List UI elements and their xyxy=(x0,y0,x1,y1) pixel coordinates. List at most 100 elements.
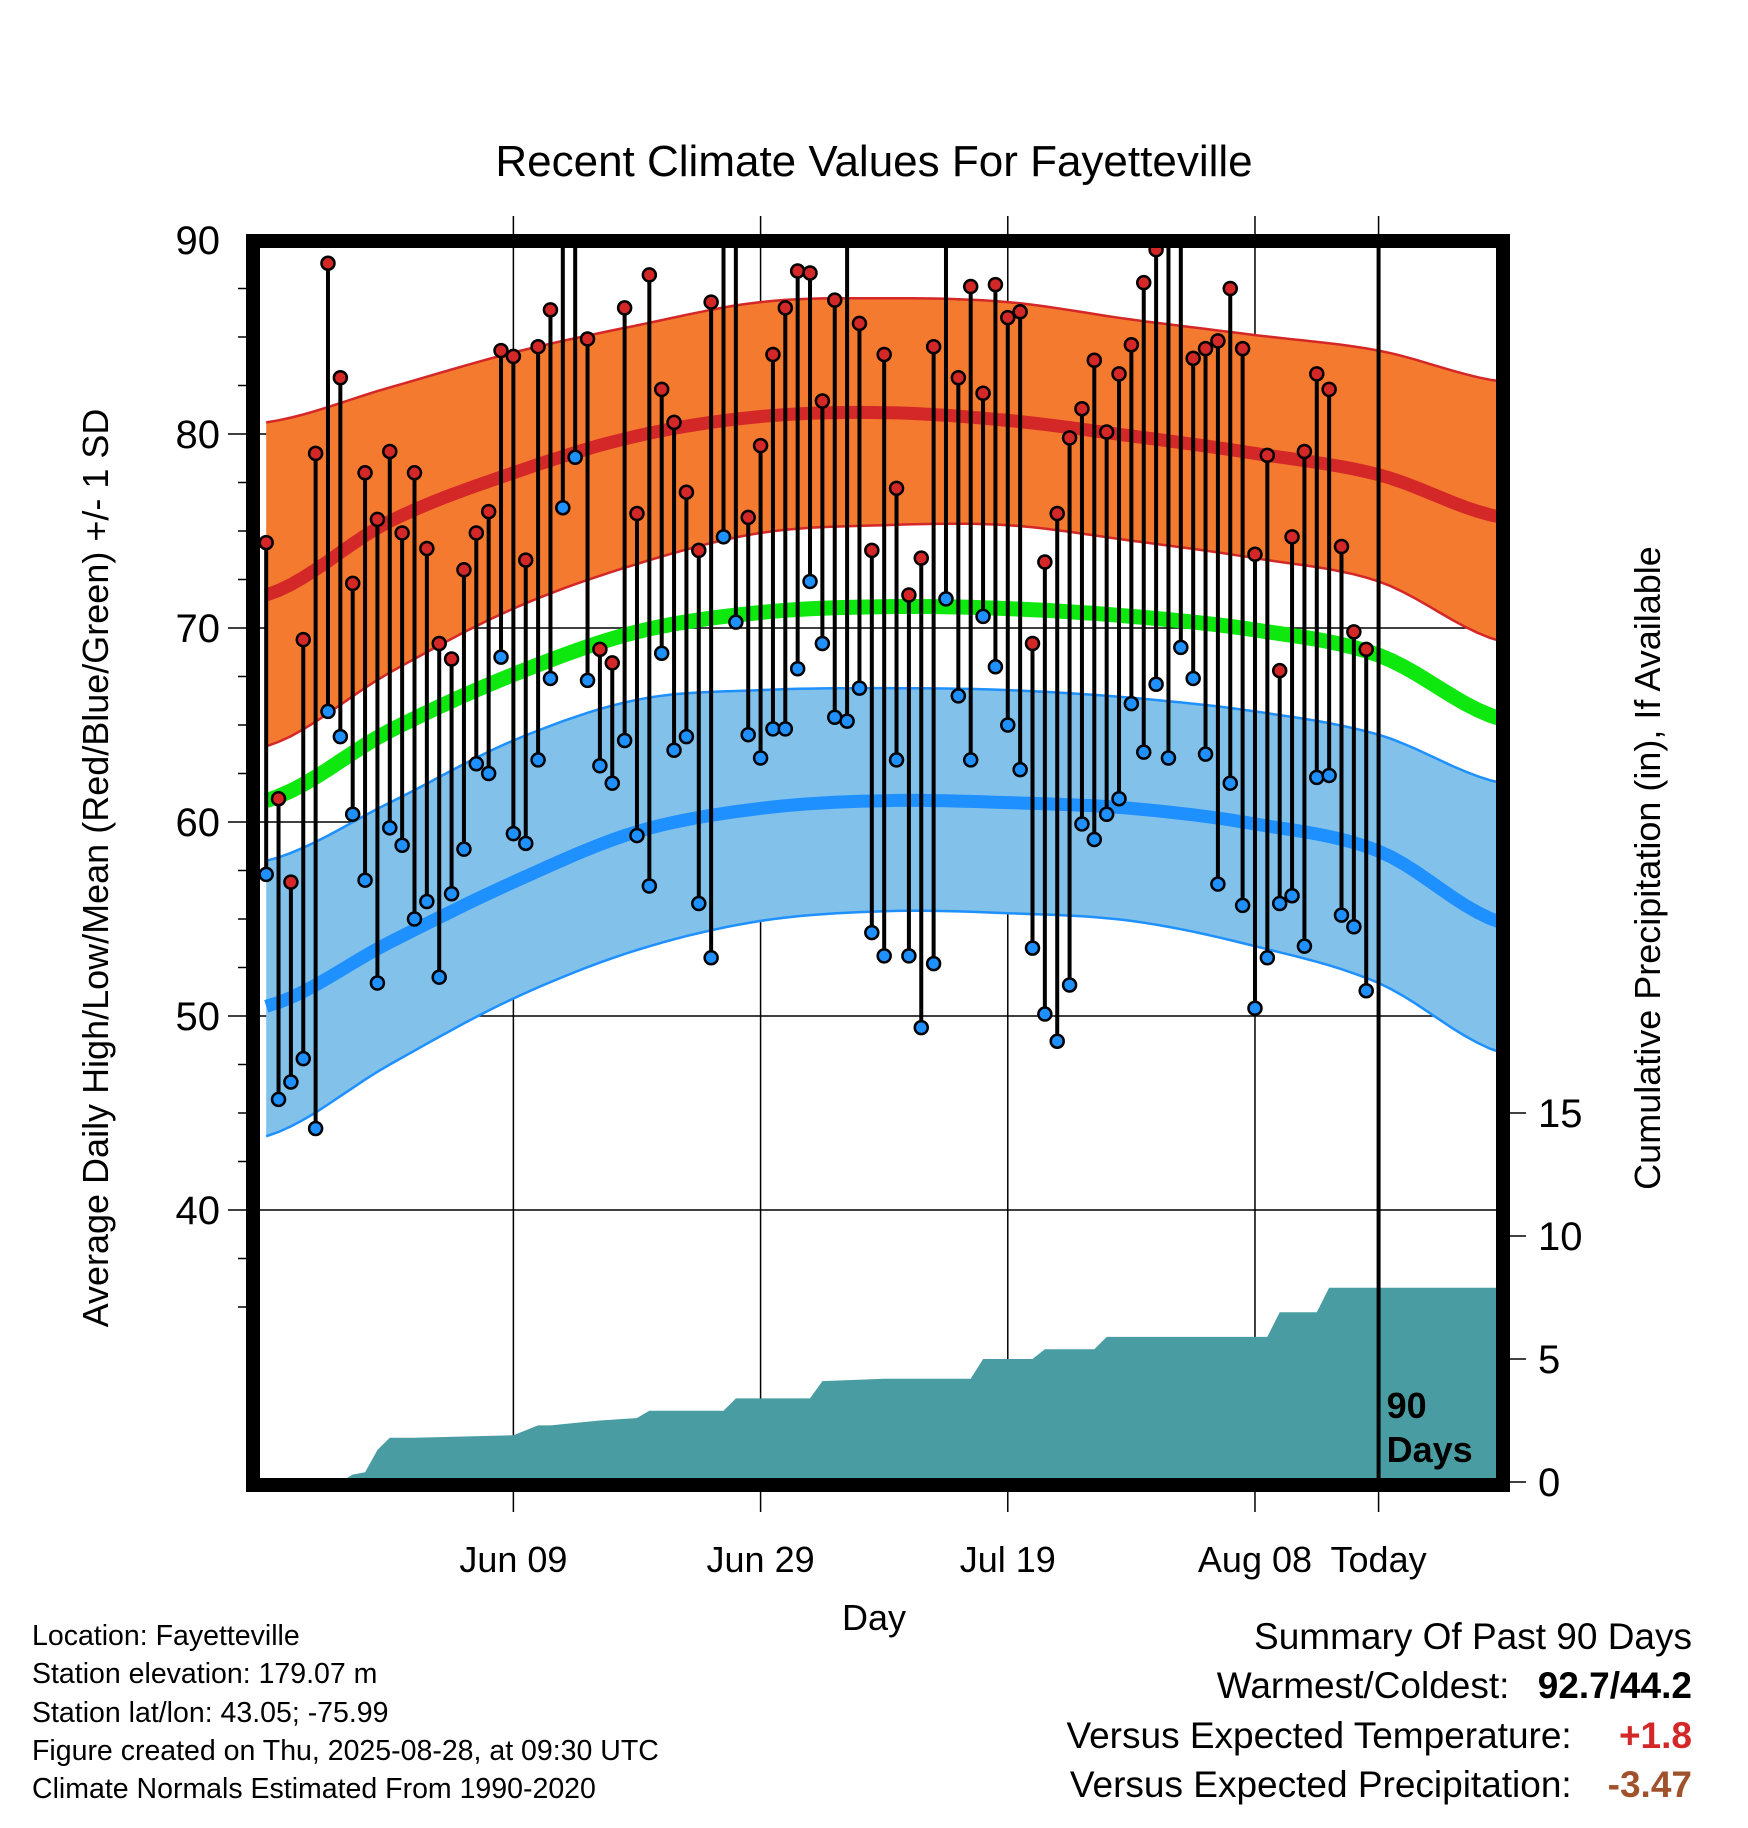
daily-high-point xyxy=(569,187,582,200)
daily-low-point xyxy=(777,721,794,737)
daily-low-point xyxy=(765,721,781,737)
daily-low-point xyxy=(925,955,942,972)
daily-high-point xyxy=(592,641,608,658)
y2-tick-label: 0 xyxy=(1538,1461,1560,1505)
daily-high-point xyxy=(826,292,843,308)
daily-low-point xyxy=(802,573,818,590)
daily-low-point xyxy=(1296,938,1313,954)
daily-low-point xyxy=(493,649,509,665)
daily-low-point xyxy=(1309,769,1325,786)
daily-low-point xyxy=(1234,897,1251,914)
daily-high-point xyxy=(1012,304,1028,320)
daily-low-point xyxy=(1012,761,1028,778)
daily-high-point xyxy=(505,348,522,365)
daily-low-point xyxy=(332,728,349,745)
daily-low-point xyxy=(1346,919,1362,935)
daily-low-point xyxy=(382,820,398,836)
daily-high-point xyxy=(332,369,349,386)
normal-low-band xyxy=(266,688,1496,1137)
y-tick-label: 50 xyxy=(176,995,221,1039)
daily-low-point xyxy=(604,775,621,791)
daily-high-point xyxy=(1024,635,1041,652)
daily-low-point xyxy=(715,529,732,545)
daily-high-point xyxy=(480,503,497,520)
temp-anomaly-value: +1.8 xyxy=(1618,1714,1692,1756)
normal-high-plus-sd-line xyxy=(265,296,1496,424)
daily-high-point xyxy=(925,338,942,355)
daily-low-point xyxy=(530,752,546,768)
daily-high-point xyxy=(1111,366,1127,382)
daily-low-point xyxy=(1111,790,1127,807)
precipitation-area xyxy=(266,1287,1496,1478)
daily-high-point xyxy=(517,552,534,568)
daily-high-point xyxy=(740,509,756,526)
daily-low-point xyxy=(270,1091,287,1108)
elevation-text: Station elevation: 179.07 m xyxy=(32,1658,378,1691)
daily-low-point xyxy=(1098,806,1115,822)
daily-low-point xyxy=(1271,895,1288,912)
daily-low-point xyxy=(1210,876,1226,892)
daily-high-point xyxy=(357,465,373,481)
precip-anomaly-value: -3.47 xyxy=(1607,1764,1692,1806)
daily-low-point xyxy=(987,659,1004,675)
daily-low-point xyxy=(1185,670,1201,687)
x-tick-label: Aug 08 xyxy=(1198,1539,1312,1580)
daily-high-point xyxy=(616,300,633,316)
daily-low-point xyxy=(962,752,979,768)
daily-low-point xyxy=(431,969,447,985)
daily-high-point xyxy=(975,385,991,402)
daily-low-point xyxy=(1024,940,1041,956)
y2-tick-label: 10 xyxy=(1538,1215,1583,1259)
daily-low-point xyxy=(691,895,707,912)
daily-high-point xyxy=(1074,401,1090,417)
daily-high-point xyxy=(295,631,312,648)
daily-high-point xyxy=(876,346,892,363)
daily-low-point xyxy=(1061,977,1078,993)
daily-high-point xyxy=(270,790,287,807)
x-tick-label: Jul 19 xyxy=(960,1539,1056,1580)
plot-frame xyxy=(246,234,1510,1492)
daily-high-point xyxy=(962,278,979,295)
daily-low-point xyxy=(703,950,719,966)
daily-low-point xyxy=(728,614,744,630)
daily-observations xyxy=(260,187,1374,1137)
daily-low-point xyxy=(839,713,855,729)
x-axis-ticks: Jun 09 Jun 29 Jul 19 Aug 08 Today xyxy=(459,216,1427,1580)
daily-low-point xyxy=(419,893,435,910)
daily-low-point xyxy=(1333,907,1350,923)
daily-low-point xyxy=(653,645,670,661)
daily-high-point xyxy=(542,302,559,318)
warm-cold-row: Warmest/Coldest: 92.7/44.2 xyxy=(1066,1661,1692,1710)
daily-high-point xyxy=(1148,248,1164,258)
y2-axis-label: Cumulative Precipitation (in), If Availa… xyxy=(1627,546,1668,1190)
daily-high-point xyxy=(1210,333,1226,349)
daily-high-point xyxy=(394,525,410,541)
daily-low-point xyxy=(369,975,386,991)
daily-low-point xyxy=(295,1050,312,1067)
daily-low-point xyxy=(357,872,373,888)
daily-high-point xyxy=(851,315,868,332)
daily-low-point xyxy=(1135,744,1152,760)
daily-high-point xyxy=(864,542,880,559)
daily-low-point xyxy=(740,726,756,743)
daily-low-point xyxy=(1197,746,1214,762)
daily-low-point xyxy=(814,635,831,652)
y2-axis-ticks: 0 5 10 15 xyxy=(1510,1092,1583,1505)
x-axis-label: Day xyxy=(842,1597,906,1638)
daily-low-point xyxy=(1358,983,1374,999)
daily-high-point xyxy=(729,199,742,212)
daily-high-point xyxy=(260,534,274,551)
daily-low-point xyxy=(1000,717,1016,733)
daily-high-point xyxy=(1185,350,1201,367)
daily-low-point xyxy=(826,709,843,725)
daily-low-point xyxy=(468,756,485,772)
daily-high-point xyxy=(629,505,645,522)
warm-cold-value: 92.7/44.2 xyxy=(1537,1665,1692,1707)
daily-high-point xyxy=(777,300,794,316)
daily-high-point xyxy=(939,222,952,235)
daily-high-point xyxy=(431,635,447,652)
daily-low-point xyxy=(629,827,645,844)
daily-high-point xyxy=(1358,641,1374,658)
summary-title: Summary Of Past 90 Days xyxy=(1254,1616,1692,1657)
